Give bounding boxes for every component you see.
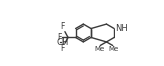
Text: H: H [61, 38, 68, 47]
Text: F: F [60, 22, 65, 31]
Text: F: F [57, 33, 62, 42]
Text: Me: Me [108, 46, 118, 52]
Text: NH: NH [115, 24, 128, 33]
Text: F: F [60, 44, 65, 53]
Text: Me: Me [95, 46, 105, 52]
Text: Cl: Cl [56, 38, 64, 47]
